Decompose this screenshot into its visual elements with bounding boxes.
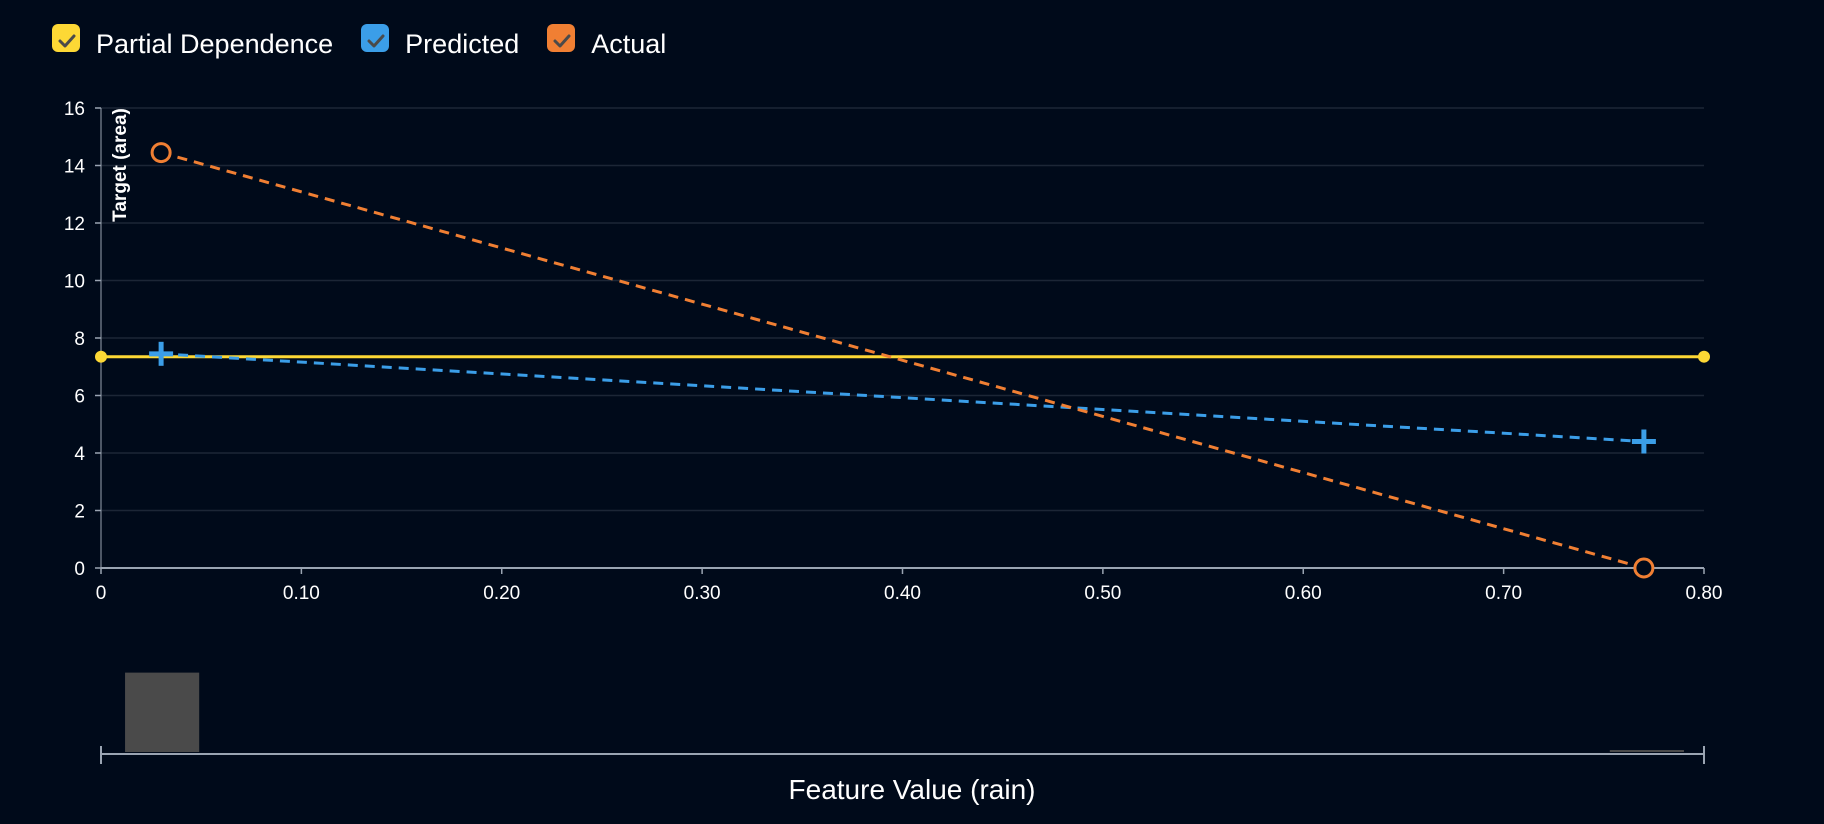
- x-tick-label: 0.80: [1686, 583, 1723, 604]
- x-tick-label: 0: [96, 583, 107, 604]
- legend-label: Partial Dependence: [96, 28, 334, 59]
- x-tick-label: 0.50: [1084, 583, 1121, 604]
- x-tick-label: 0.30: [684, 583, 721, 604]
- legend-checkbox-icon[interactable]: [52, 24, 80, 52]
- y-tick-label: 6: [74, 387, 85, 408]
- y-tick-label: 12: [64, 214, 85, 235]
- legend-checkbox-icon[interactable]: [361, 24, 390, 52]
- legend-item-partial-dependence[interactable]: Partial Dependence: [52, 24, 334, 60]
- histogram-bar: [1609, 750, 1684, 752]
- histogram-bar: [125, 672, 200, 752]
- y-tick-label: 16: [64, 99, 85, 120]
- y-axis-title: Target (area): [110, 108, 131, 222]
- legend-label: Actual: [591, 28, 667, 59]
- y-tick-label: 8: [74, 329, 85, 350]
- series-line-predicted: [161, 352, 1644, 443]
- grid: [101, 107, 1704, 512]
- legend-item-actual[interactable]: Actual: [547, 24, 667, 60]
- legend-label: Predicted: [405, 28, 520, 59]
- data-point-dot: [95, 350, 107, 363]
- series: [95, 142, 1710, 579]
- axes: 0 2 4 6 8 10 12 14 16 0 0.10 0.20 0.30 0.40 0.50 0.60 0.…: [64, 99, 1723, 604]
- data-point-circle: [150, 142, 172, 164]
- data-point-plus: [1631, 429, 1656, 454]
- y-tick-label: 4: [74, 444, 85, 465]
- x-tick-label: 0.40: [884, 583, 921, 604]
- x-tick-label: 0.60: [1285, 583, 1322, 604]
- data-point-dot: [1698, 350, 1710, 363]
- series-line-actual: [160, 151, 1645, 570]
- x-tick-label: 0.70: [1485, 583, 1522, 604]
- legend-item-predicted[interactable]: Predicted: [361, 24, 520, 60]
- x-tick-label: 0.10: [283, 583, 320, 604]
- data-point-plus: [149, 341, 174, 366]
- y-tick-label: 14: [64, 157, 86, 178]
- x-tick-label: 0.20: [483, 583, 520, 604]
- y-tick-label: 2: [74, 502, 85, 523]
- legend: Partial Dependence Predicted Actual: [52, 14, 666, 74]
- y-tick-label: 10: [64, 272, 85, 293]
- data-point-circle: [1633, 557, 1655, 579]
- y-tick-label: 0: [74, 559, 85, 580]
- legend-checkbox-icon[interactable]: [547, 24, 576, 52]
- histogram: [100, 672, 1705, 764]
- x-axis-title: Feature Value (rain): [789, 774, 1036, 805]
